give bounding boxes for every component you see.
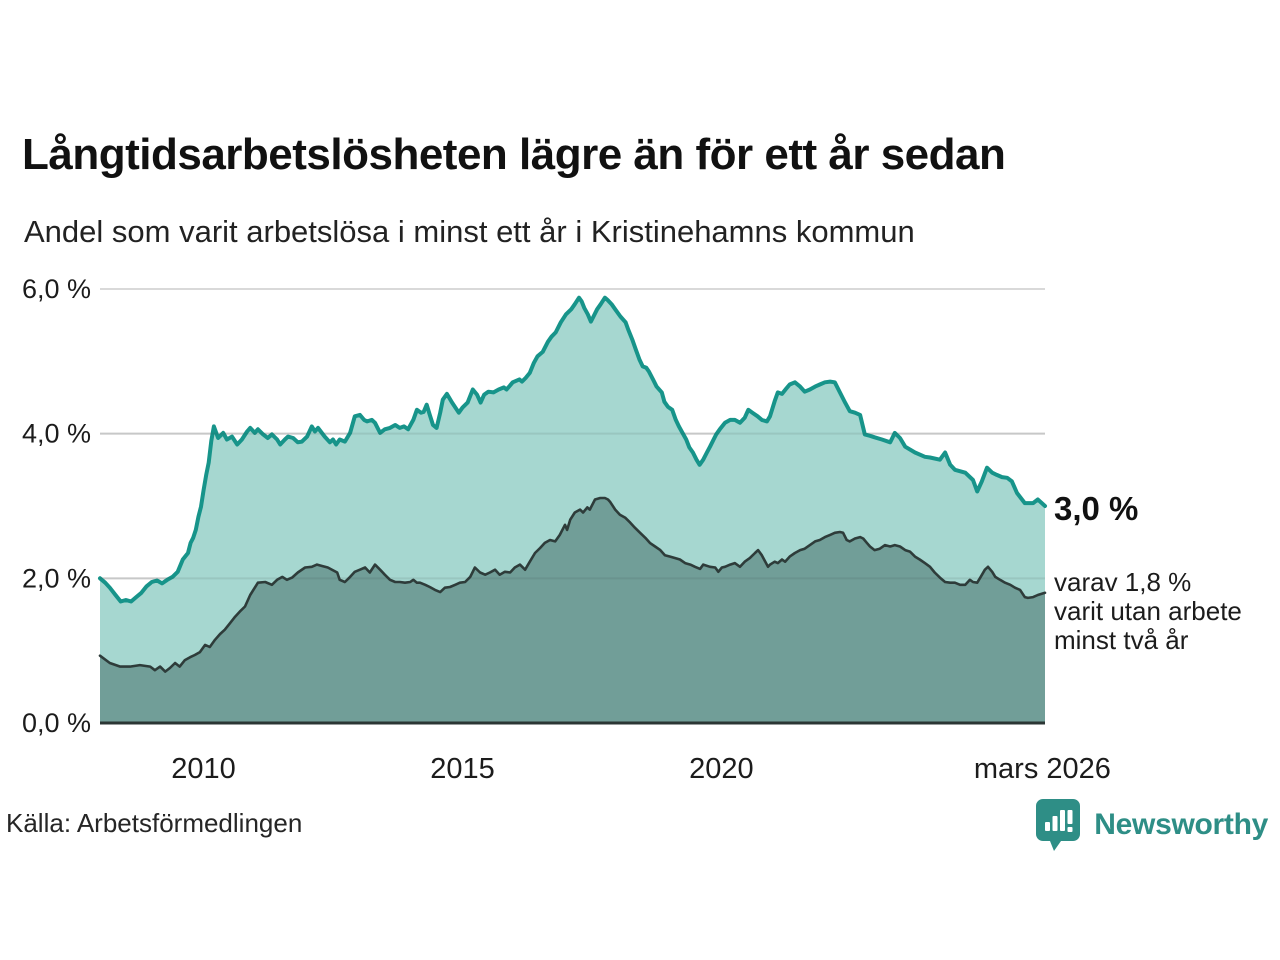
newsworthy-wordmark: Newsworthy (1094, 808, 1268, 841)
x-axis-label: 2015 (430, 753, 495, 785)
y-axis-label: 2,0 % (22, 563, 91, 593)
newsworthy-icon (1036, 799, 1081, 851)
two-year-annotation-line-3: minst två år (1054, 625, 1189, 656)
source-note: Källa: Arbetsförmedlingen (6, 808, 303, 838)
y-axis-label: 4,0 % (22, 419, 91, 449)
x-axis-label: 2010 (171, 753, 236, 785)
two-year-annotation-line-2: varit utan arbete (1054, 596, 1242, 627)
x-axis-label: 2020 (689, 753, 754, 785)
newsworthy-logo: Newsworthy (1035, 798, 1268, 852)
line-minst-tva-ar (98, 496, 1047, 673)
y-axis-label: 0,0 % (22, 708, 91, 738)
chart-subtitle: Andel som varit arbetslösa i minst ett å… (24, 214, 915, 249)
latest-total-label: 3,0 % (1054, 490, 1139, 527)
two-year-annotation-line-1: varav 1,8 % (1054, 567, 1192, 597)
chart-title: Långtidsarbetslösheten lägre än för ett … (22, 130, 1006, 179)
two-year-annotation: varav 1,8 % varit utan arbete minst två … (1054, 567, 1242, 656)
y-axis-label: 6,0 % (22, 274, 91, 304)
x-axis-label: mars 2026 (974, 753, 1111, 785)
line-minst-ett-ar (98, 295, 1047, 604)
area-minst-tva-ar (100, 498, 1045, 723)
